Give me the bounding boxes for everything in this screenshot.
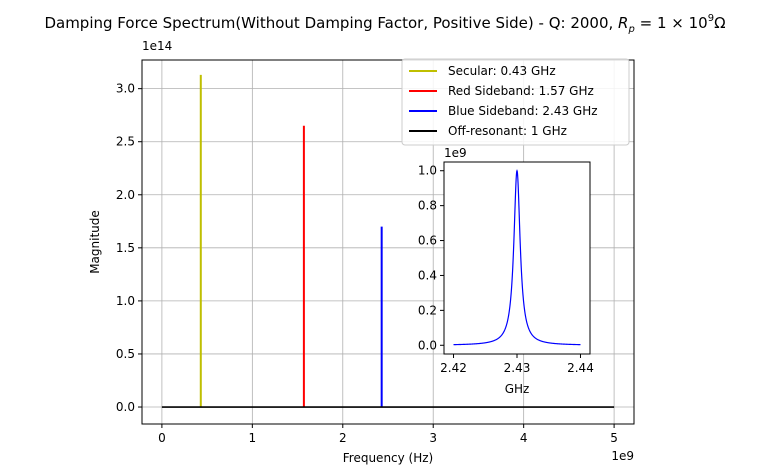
inset-resonance-curve (453, 169, 581, 346)
main-y-ticks: 0.0 0.5 1.0 1.5 2.0 2.5 3.0 (116, 82, 142, 414)
x-tick-label: 0 (158, 431, 166, 445)
inset-y-ticks: 0.0 0.2 0.4 0.6 0.8 1.0 (418, 164, 444, 352)
inset-x-tick-label: 2.44 (567, 361, 594, 375)
x-tick-label: 2 (339, 431, 347, 445)
inset-y-tick-label: 0.6 (418, 234, 437, 248)
inset-x-tick-label: 2.43 (504, 361, 531, 375)
y-tick-label: 2.0 (116, 188, 135, 202)
y-tick-label: 2.5 (116, 135, 135, 149)
chart-title: Damping Force Spectrum(Without Damping F… (44, 13, 725, 35)
y-tick-label: 3.0 (116, 82, 135, 96)
legend-label: Secular: 0.43 GHz (448, 64, 556, 78)
y-tick-label: 1.5 (116, 241, 135, 255)
x-axis-label: Frequency (Hz) (343, 451, 434, 465)
x-tick-label: 1 (249, 431, 257, 445)
legend: Secular: 0.43 GHz Red Sideband: 1.57 GHz B… (401, 58, 630, 146)
main-series (161, 74, 615, 408)
y-tick-label: 0.0 (116, 400, 135, 414)
chart-title-text: Damping Force Spectrum(Without Damping F… (44, 14, 618, 32)
y-offset-label: 1e14 (142, 39, 172, 53)
inset-axes: 2.42 2.43 2.44 0.0 0.2 0.4 0.6 0.8 1.0 1e9 GHz (418, 146, 594, 396)
x-tick-label: 5 (610, 431, 618, 445)
inset-y-tick-label: 1.0 (418, 164, 437, 178)
main-x-ticks: 0 1 2 3 4 5 (158, 424, 618, 445)
x-tick-label: 4 (520, 431, 528, 445)
legend-label: Blue Sideband: 2.43 GHz (448, 104, 598, 118)
y-axis-label: Magnitude (88, 210, 102, 274)
inset-background (444, 162, 590, 354)
inset-series (453, 169, 581, 346)
inset-x-tick-label: 2.42 (440, 361, 467, 375)
inset-y-tick-label: 0.8 (418, 199, 437, 213)
main-axes-frame (141, 59, 635, 425)
legend-label: Off-resonant: 1 GHz (448, 124, 567, 138)
y-tick-label: 1.0 (116, 294, 135, 308)
inset-y-tick-label: 0.0 (418, 338, 437, 352)
x-offset-label: 1e9 (611, 449, 634, 463)
inset-x-ticks: 2.42 2.43 2.44 (440, 354, 594, 375)
inset-y-offset-label: 1e9 (444, 146, 467, 160)
inset-y-tick-label: 0.4 (418, 268, 437, 282)
x-tick-label: 3 (429, 431, 437, 445)
legend-label: Red Sideband: 1.57 GHz (448, 84, 594, 98)
inset-y-tick-label: 0.2 (418, 303, 437, 317)
legend-box (401, 58, 630, 146)
inset-x-axis-label: GHz (505, 382, 530, 396)
legend-items: Secular: 0.43 GHz Red Sideband: 1.57 GHz B… (409, 64, 598, 138)
y-tick-label: 0.5 (116, 347, 135, 361)
